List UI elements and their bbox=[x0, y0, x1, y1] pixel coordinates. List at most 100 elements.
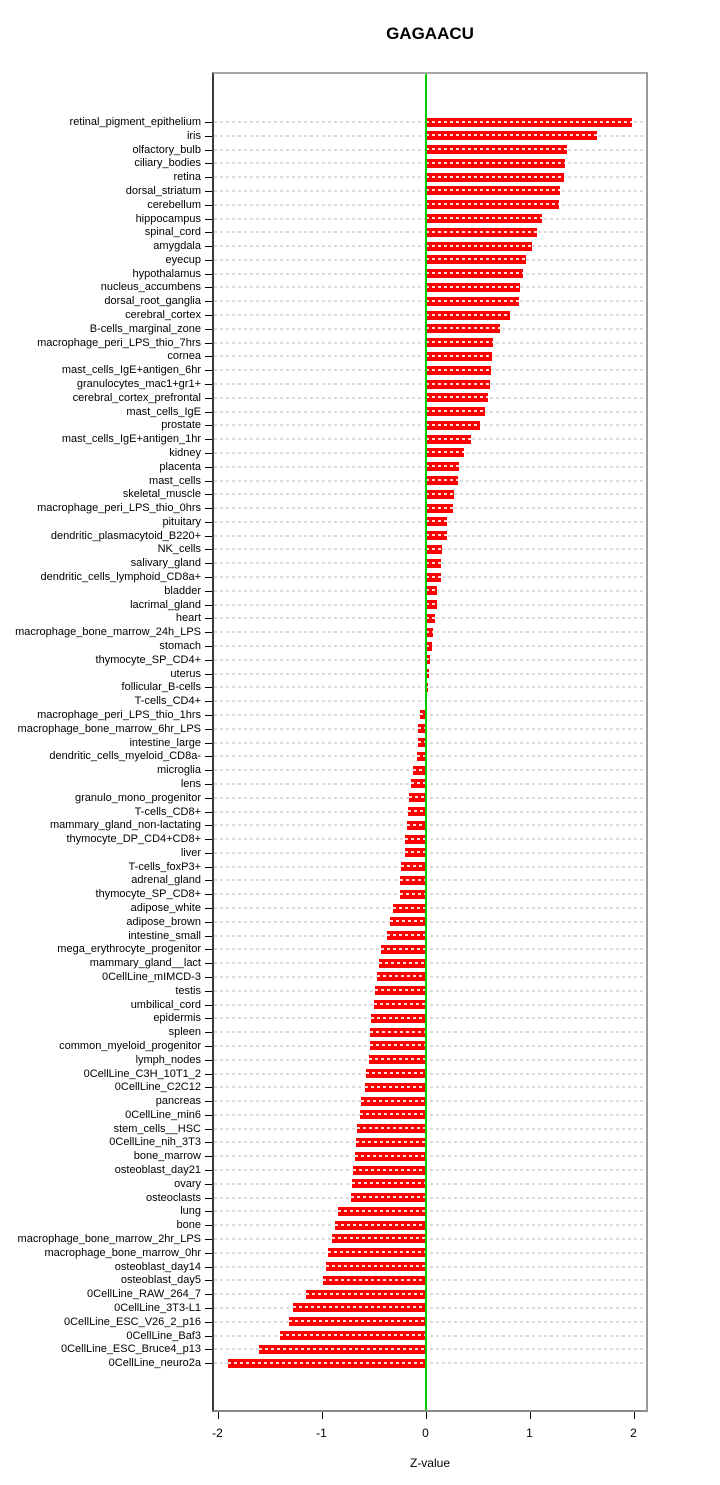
bar bbox=[425, 117, 633, 127]
bar-dash-overlay bbox=[350, 1196, 426, 1199]
bar-dash-overlay bbox=[425, 244, 532, 247]
bar-dash-overlay bbox=[373, 1003, 426, 1006]
bar bbox=[418, 738, 426, 748]
gridline bbox=[214, 851, 646, 854]
category-label: amygdala bbox=[153, 240, 201, 253]
y-axis-tick bbox=[205, 1335, 212, 1337]
bar-dash-overlay bbox=[354, 1154, 426, 1157]
bar-dash-overlay bbox=[327, 1251, 426, 1254]
bar bbox=[355, 1137, 426, 1147]
y-axis-tick bbox=[205, 190, 212, 192]
bar-dash-overlay bbox=[305, 1292, 426, 1295]
category-label: dendritic_cells_myeloid_CD8a- bbox=[49, 750, 201, 763]
gridline bbox=[214, 962, 646, 965]
x-axis-tick bbox=[321, 1412, 323, 1419]
bar-dash-overlay bbox=[325, 1265, 426, 1268]
category-label: 0CellLine_neuro2a bbox=[108, 1357, 201, 1370]
gridline bbox=[214, 672, 646, 675]
category-label: intestine_large bbox=[129, 736, 201, 749]
bar bbox=[425, 255, 527, 265]
bar-dash-overlay bbox=[378, 961, 426, 964]
y-axis-tick bbox=[205, 1032, 212, 1034]
bar-dash-overlay bbox=[425, 465, 459, 468]
bar-dash-overlay bbox=[417, 754, 426, 757]
bar bbox=[373, 1000, 426, 1010]
bar bbox=[293, 1303, 426, 1313]
bar bbox=[356, 1124, 426, 1134]
bar-dash-overlay bbox=[393, 906, 426, 909]
bar bbox=[425, 269, 524, 279]
category-label: mast_cells_IgE+antigen_1hr bbox=[61, 433, 201, 446]
category-label: microglia bbox=[156, 764, 201, 777]
y-axis-tick bbox=[205, 646, 212, 648]
y-axis-tick bbox=[205, 963, 212, 965]
bar bbox=[425, 420, 480, 430]
category-label: heart bbox=[175, 612, 201, 625]
y-axis-tick bbox=[205, 1018, 212, 1020]
y-axis-tick bbox=[205, 908, 212, 910]
bar bbox=[425, 600, 437, 610]
bar bbox=[425, 310, 510, 320]
bar bbox=[425, 407, 485, 417]
bar bbox=[425, 131, 598, 141]
y-axis-tick bbox=[205, 259, 212, 261]
category-label: cornea bbox=[167, 350, 201, 363]
category-label: eyecup bbox=[165, 253, 201, 266]
bar-dash-overlay bbox=[425, 658, 430, 661]
bar-dash-overlay bbox=[425, 368, 492, 371]
bar bbox=[425, 227, 537, 237]
category-label: bone_marrow bbox=[133, 1150, 201, 1163]
gridline bbox=[214, 796, 646, 799]
bar-dash-overlay bbox=[425, 148, 567, 151]
gridline bbox=[214, 934, 646, 937]
bar bbox=[425, 338, 494, 348]
y-axis-tick bbox=[205, 783, 212, 785]
y-axis-tick bbox=[205, 1142, 212, 1144]
bar-dash-overlay bbox=[425, 603, 437, 606]
bar bbox=[425, 241, 532, 251]
category-label: mast_cells_IgE+antigen_6hr bbox=[61, 364, 201, 377]
gridline bbox=[214, 865, 646, 868]
category-label: osteoblast_day14 bbox=[114, 1260, 201, 1273]
bar bbox=[404, 834, 426, 844]
gridline bbox=[214, 686, 646, 689]
bar-dash-overlay bbox=[418, 727, 426, 730]
category-label: granulo_mono_progenitor bbox=[75, 791, 201, 804]
category-label: retinal_pigment_epithelium bbox=[69, 116, 201, 128]
bar-dash-overlay bbox=[387, 934, 426, 937]
category-label: 0CellLine_C2C12 bbox=[114, 1081, 201, 1094]
y-axis-tick bbox=[205, 770, 212, 772]
y-axis-tick bbox=[205, 135, 212, 137]
gridline bbox=[214, 1155, 646, 1158]
bar bbox=[338, 1206, 426, 1216]
y-axis-tick bbox=[205, 1156, 212, 1158]
y-axis-tick bbox=[205, 976, 212, 978]
y-axis-tick bbox=[205, 1294, 212, 1296]
gridline bbox=[214, 1086, 646, 1089]
gridline bbox=[214, 782, 646, 785]
gridline bbox=[214, 1237, 646, 1240]
category-label: follicular_B-cells bbox=[121, 681, 201, 694]
bar bbox=[410, 779, 426, 789]
y-axis-tick bbox=[205, 811, 212, 813]
bar-dash-overlay bbox=[425, 479, 458, 482]
bar bbox=[289, 1317, 426, 1327]
y-axis-tick bbox=[205, 1225, 212, 1227]
gridline bbox=[214, 700, 646, 703]
category-label: osteoblast_day21 bbox=[114, 1164, 201, 1177]
bar-dash-overlay bbox=[425, 520, 448, 523]
y-axis-tick bbox=[205, 839, 212, 841]
category-label: bone bbox=[176, 1219, 201, 1232]
category-label: pituitary bbox=[162, 515, 201, 528]
bar-dash-overlay bbox=[425, 396, 488, 399]
y-axis-tick bbox=[205, 687, 212, 689]
y-axis-tick bbox=[205, 397, 212, 399]
bar bbox=[425, 586, 437, 596]
category-label: adipose_brown bbox=[126, 915, 201, 928]
category-label: 0CellLine_ESC_Bruce4_p13 bbox=[60, 1343, 201, 1356]
bar-dash-overlay bbox=[370, 1044, 426, 1047]
y-axis-tick bbox=[205, 577, 212, 579]
gridline bbox=[214, 1141, 646, 1144]
